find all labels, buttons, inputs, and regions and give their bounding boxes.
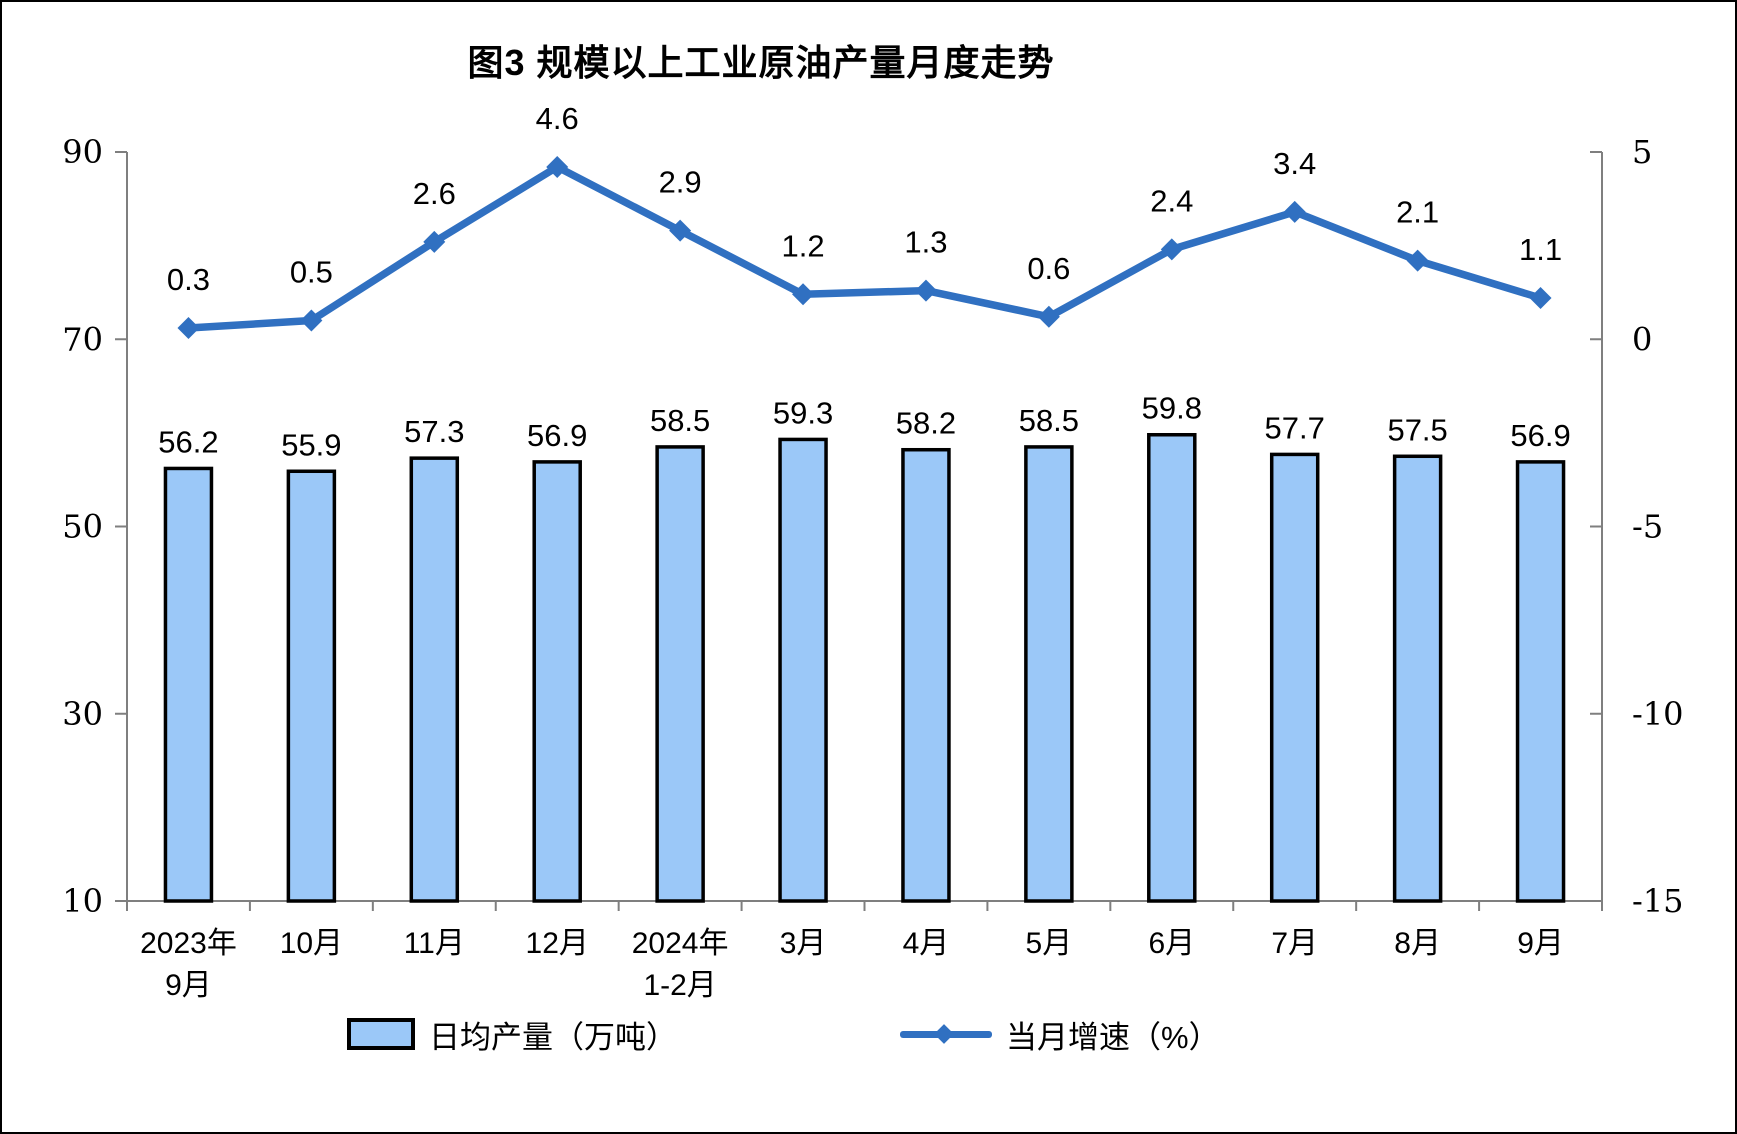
chart-title: 图3 规模以上工业原油产量月度走势 <box>467 42 1055 83</box>
line-value-label: 0.3 <box>167 262 210 297</box>
x-axis-category-label: 4月 <box>903 927 950 960</box>
line-value-label: 2.1 <box>1396 195 1439 230</box>
line-point <box>1406 249 1429 272</box>
line-value-label: 2.6 <box>413 176 456 211</box>
bar-value-label: 55.9 <box>281 427 341 462</box>
line-point <box>792 283 815 306</box>
bar <box>1147 432 1197 903</box>
bar <box>778 437 828 903</box>
bar-value-label: 58.5 <box>650 403 710 438</box>
bar <box>1269 452 1320 903</box>
bar <box>163 466 214 903</box>
bar <box>1024 445 1074 903</box>
bar-series-swatch-icon <box>347 1018 415 1050</box>
line-point <box>300 309 323 332</box>
line-value-label: 4.6 <box>536 101 579 136</box>
line-point <box>1037 305 1060 328</box>
x-axis-category-label: 3月 <box>780 927 827 960</box>
line-point <box>1160 238 1183 261</box>
left-axis-tick-label: 30 <box>62 695 103 733</box>
line-value-label: 2.4 <box>1150 183 1193 218</box>
right-axis-tick-label: -10 <box>1632 695 1684 733</box>
bar <box>655 445 705 903</box>
bar-value-label: 59.3 <box>773 395 833 430</box>
left-axis-tick-label: 70 <box>62 320 103 358</box>
legend-label-daily-output: 日均产量（万吨） <box>429 1019 677 1055</box>
x-axis-category-label: 7月 <box>1271 927 1318 960</box>
left-axis-tick-label: 50 <box>62 508 103 546</box>
x-axis-category-label: 10月 <box>280 927 343 960</box>
line-series-swatch-icon <box>900 1024 992 1044</box>
bar-value-label: 56.2 <box>158 424 218 459</box>
line-value-label: 2.9 <box>659 165 702 200</box>
bar <box>1392 454 1443 903</box>
bar-value-label: 59.8 <box>1142 391 1202 426</box>
diamond-marker-icon <box>934 1024 954 1044</box>
legend-label-growth-rate: 当月增速（%） <box>1006 1019 1220 1055</box>
x-axis-category-label: 12月 <box>526 927 589 960</box>
bar <box>532 460 582 903</box>
x-axis-category-label: 2024年 1-2月 <box>632 927 729 1002</box>
x-axis-category-label: 9月 <box>1517 927 1564 960</box>
line-point <box>914 279 937 302</box>
line-value-label: 3.4 <box>1273 146 1316 181</box>
line-point <box>1529 287 1552 310</box>
x-axis-category-label: 6月 <box>1148 927 1195 960</box>
bar-value-label: 57.5 <box>1387 412 1447 447</box>
bar <box>409 456 460 903</box>
line-point <box>1283 200 1306 223</box>
x-axis-category-label: 11月 <box>404 927 465 960</box>
line-point <box>423 230 446 253</box>
line-value-label: 1.3 <box>904 225 947 260</box>
left-axis-tick-label: 90 <box>62 133 103 171</box>
right-axis-tick-label: -15 <box>1632 882 1684 920</box>
x-axis-category-label: 2023年 9月 <box>140 927 237 1002</box>
bar-value-label: 57.3 <box>404 414 464 449</box>
bar-value-label: 58.2 <box>896 406 956 441</box>
bar-value-label: 56.9 <box>1510 418 1570 453</box>
line-value-label: 0.6 <box>1027 251 1070 286</box>
bar <box>901 447 951 903</box>
chart-legend: 日均产量（万吨） 当月增速（%） <box>2 1012 1735 1072</box>
x-axis-category-label: 5月 <box>1026 927 1073 960</box>
legend-item-growth-rate: 当月增速（%） <box>900 1012 1220 1056</box>
bar <box>286 469 337 903</box>
line-point <box>669 219 692 242</box>
line-point <box>546 155 569 178</box>
right-axis-tick-label: 0 <box>1632 320 1652 358</box>
left-axis-tick-label: 10 <box>62 882 103 920</box>
legend-item-daily-output: 日均产量（万吨） <box>347 1012 677 1056</box>
line-point <box>177 317 200 340</box>
bar <box>1515 460 1566 903</box>
right-axis-tick-label: -5 <box>1632 508 1663 546</box>
line-value-label: 1.2 <box>781 228 824 263</box>
x-axis-category-label: 8月 <box>1394 927 1441 960</box>
bar-value-label: 58.5 <box>1019 403 1079 438</box>
line-value-label: 1.1 <box>1519 232 1562 267</box>
bar-value-label: 57.7 <box>1265 410 1325 445</box>
bar-value-label: 56.9 <box>527 418 587 453</box>
growth-line <box>184 163 1545 332</box>
right-axis-tick-label: 5 <box>1632 133 1652 171</box>
line-value-label: 0.5 <box>290 255 333 290</box>
